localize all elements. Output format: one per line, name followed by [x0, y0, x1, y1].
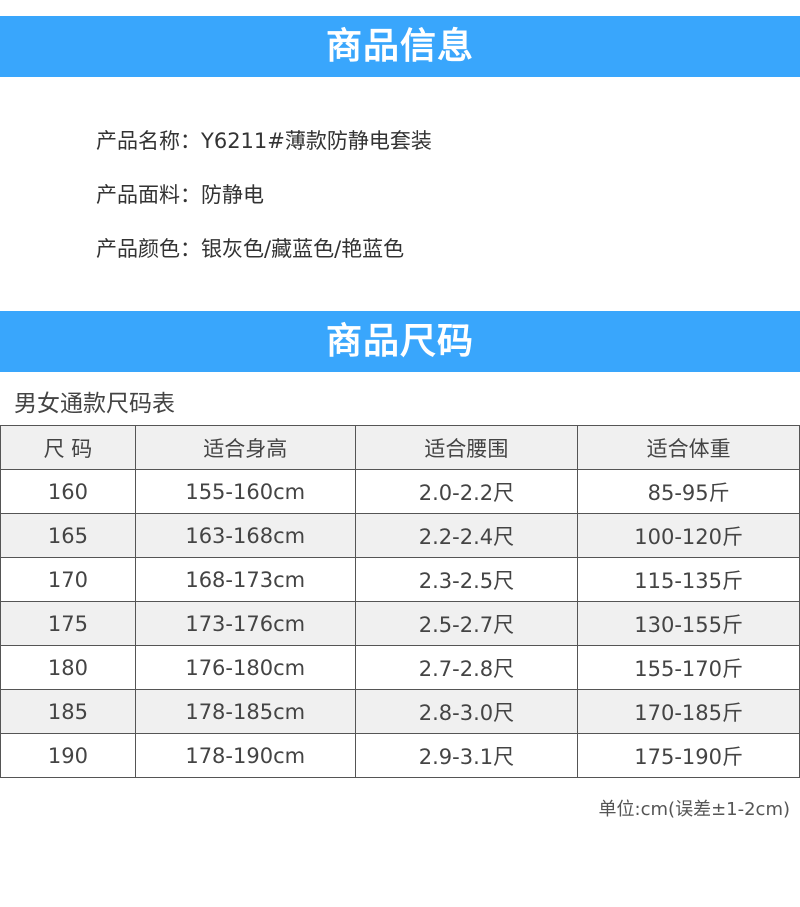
table-cell: 163-168cm [134, 513, 356, 558]
table-header-row: 尺 码适合身高 适合腰围 适合体重 [0, 425, 800, 470]
table-cell: 85-95斤 [577, 469, 800, 514]
info-name: 产品名称：Y6211#薄款防静电套装 [96, 125, 432, 155]
table-cell: 155-160cm [134, 469, 356, 514]
table-cell: 165 [0, 513, 136, 558]
table-cell: 175-190斤 [577, 733, 800, 778]
table-cell: 178-190cm [134, 733, 356, 778]
table-cell: 2.2-2.4尺 [354, 513, 579, 558]
info-value: 银灰色/藏蓝色/艳蓝色 [201, 237, 405, 261]
table-row: 170 168-173cm 2.3-2.5尺 115-135斤 [0, 557, 800, 602]
table-row: 185 178-185cm 2.8-3.0尺 170-185斤 [0, 689, 800, 734]
table-row: 175 173-176cm 2.5-2.7尺 130-155斤 [0, 601, 800, 646]
section-banner-product-info: 商品信息 [0, 16, 800, 77]
table-cell: 160 [0, 469, 136, 514]
table-row: 190 178-190cm 2.9-3.1尺 175-190斤 [0, 733, 800, 778]
table-cell: 176-180cm [134, 645, 356, 690]
table-row: 160 155-160cm 2.0-2.2尺 85-95斤 [0, 469, 800, 514]
table-cell: 2.9-3.1尺 [354, 733, 579, 778]
table-row: 165 163-168cm 2.2-2.4尺 100-120斤 [0, 513, 800, 558]
info-value: 防静电 [201, 183, 264, 207]
table-cell: 100-120斤 [577, 513, 800, 558]
table-cell: 2.8-3.0尺 [354, 689, 579, 734]
table-cell: 适合腰围 [354, 425, 579, 470]
table-cell: 168-173cm [134, 557, 356, 602]
table-cell: 170-185斤 [577, 689, 800, 734]
table-title: 男女通款尺码表 [14, 391, 175, 417]
table-cell: 适合体重 [577, 425, 800, 470]
size-table: 尺 码适合身高 适合腰围 适合体重 160 155-160cm 2.0-2.2尺 85-95… [0, 425, 800, 778]
table-cell: 173-176cm [134, 601, 356, 646]
info-label: 产品面料： [96, 183, 201, 207]
table-cell: 115-135斤 [577, 557, 800, 602]
table-cell: 2.0-2.2尺 [354, 469, 579, 514]
info-color: 产品颜色：银灰色/藏蓝色/艳蓝色 [96, 233, 404, 263]
unit-note: 单位:cm(误差±1-2cm) [598, 799, 790, 820]
table-cell: 178-185cm [134, 689, 356, 734]
table-cell: 尺 码 [0, 425, 136, 470]
table-cell: 适合身高 [134, 425, 356, 470]
table-row: 180 176-180cm 2.7-2.8尺 155-170斤 [0, 645, 800, 690]
table-cell: 130-155斤 [577, 601, 800, 646]
table-cell: 170 [0, 557, 136, 602]
table-cell: 2.3-2.5尺 [354, 557, 579, 602]
info-label: 产品颜色： [96, 237, 201, 261]
info-fabric: 产品面料：防静电 [96, 179, 264, 209]
section-banner-size: 商品尺码 [0, 311, 800, 372]
table-cell: 2.7-2.8尺 [354, 645, 579, 690]
info-value: Y6211#薄款防静电套装 [201, 129, 432, 153]
table-cell: 190 [0, 733, 136, 778]
table-cell: 155-170斤 [577, 645, 800, 690]
table-cell: 175 [0, 601, 136, 646]
info-label: 产品名称： [96, 129, 201, 153]
table-cell: 185 [0, 689, 136, 734]
table-cell: 2.5-2.7尺 [354, 601, 579, 646]
table-cell: 180 [0, 645, 136, 690]
